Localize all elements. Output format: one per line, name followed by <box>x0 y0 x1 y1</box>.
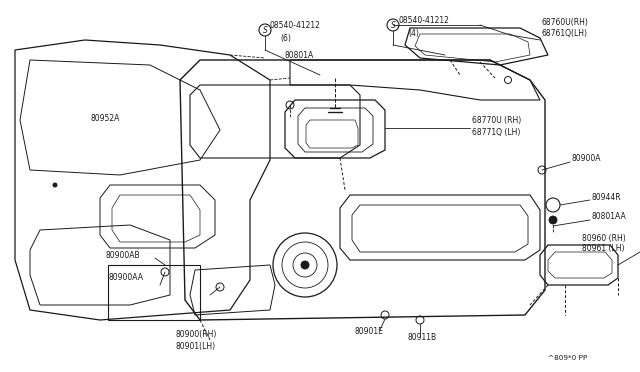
Text: 80911B: 80911B <box>408 333 437 341</box>
Text: 80901(LH): 80901(LH) <box>175 341 215 350</box>
Text: 80960 (RH): 80960 (RH) <box>582 234 626 243</box>
Circle shape <box>549 216 557 224</box>
Text: 80801AA: 80801AA <box>592 212 627 221</box>
Text: (6): (6) <box>280 33 291 42</box>
Text: 80801A: 80801A <box>285 51 314 60</box>
Text: S: S <box>262 26 268 35</box>
Text: 08540-41212: 08540-41212 <box>399 16 450 25</box>
Text: 80944R: 80944R <box>592 192 621 202</box>
Text: S: S <box>390 20 396 29</box>
Text: (4): (4) <box>408 29 419 38</box>
Text: 68771Q (LH): 68771Q (LH) <box>472 128 520 137</box>
Text: 80900AB: 80900AB <box>105 250 140 260</box>
Text: ^809*0 PP: ^809*0 PP <box>548 355 588 361</box>
Text: 80961 (LH): 80961 (LH) <box>582 244 625 253</box>
Text: 68760U(RH): 68760U(RH) <box>542 17 589 26</box>
Text: 80900(RH): 80900(RH) <box>175 330 216 340</box>
Text: 68761Q(LH): 68761Q(LH) <box>542 29 588 38</box>
Text: 80901E: 80901E <box>355 327 384 337</box>
Text: 80900A: 80900A <box>572 154 602 163</box>
Text: 80900AA: 80900AA <box>108 273 143 282</box>
Circle shape <box>53 183 57 187</box>
Text: 80952A: 80952A <box>90 113 120 122</box>
Text: 68770U (RH): 68770U (RH) <box>472 115 521 125</box>
Text: 08540-41212: 08540-41212 <box>270 20 321 29</box>
Circle shape <box>301 261 309 269</box>
